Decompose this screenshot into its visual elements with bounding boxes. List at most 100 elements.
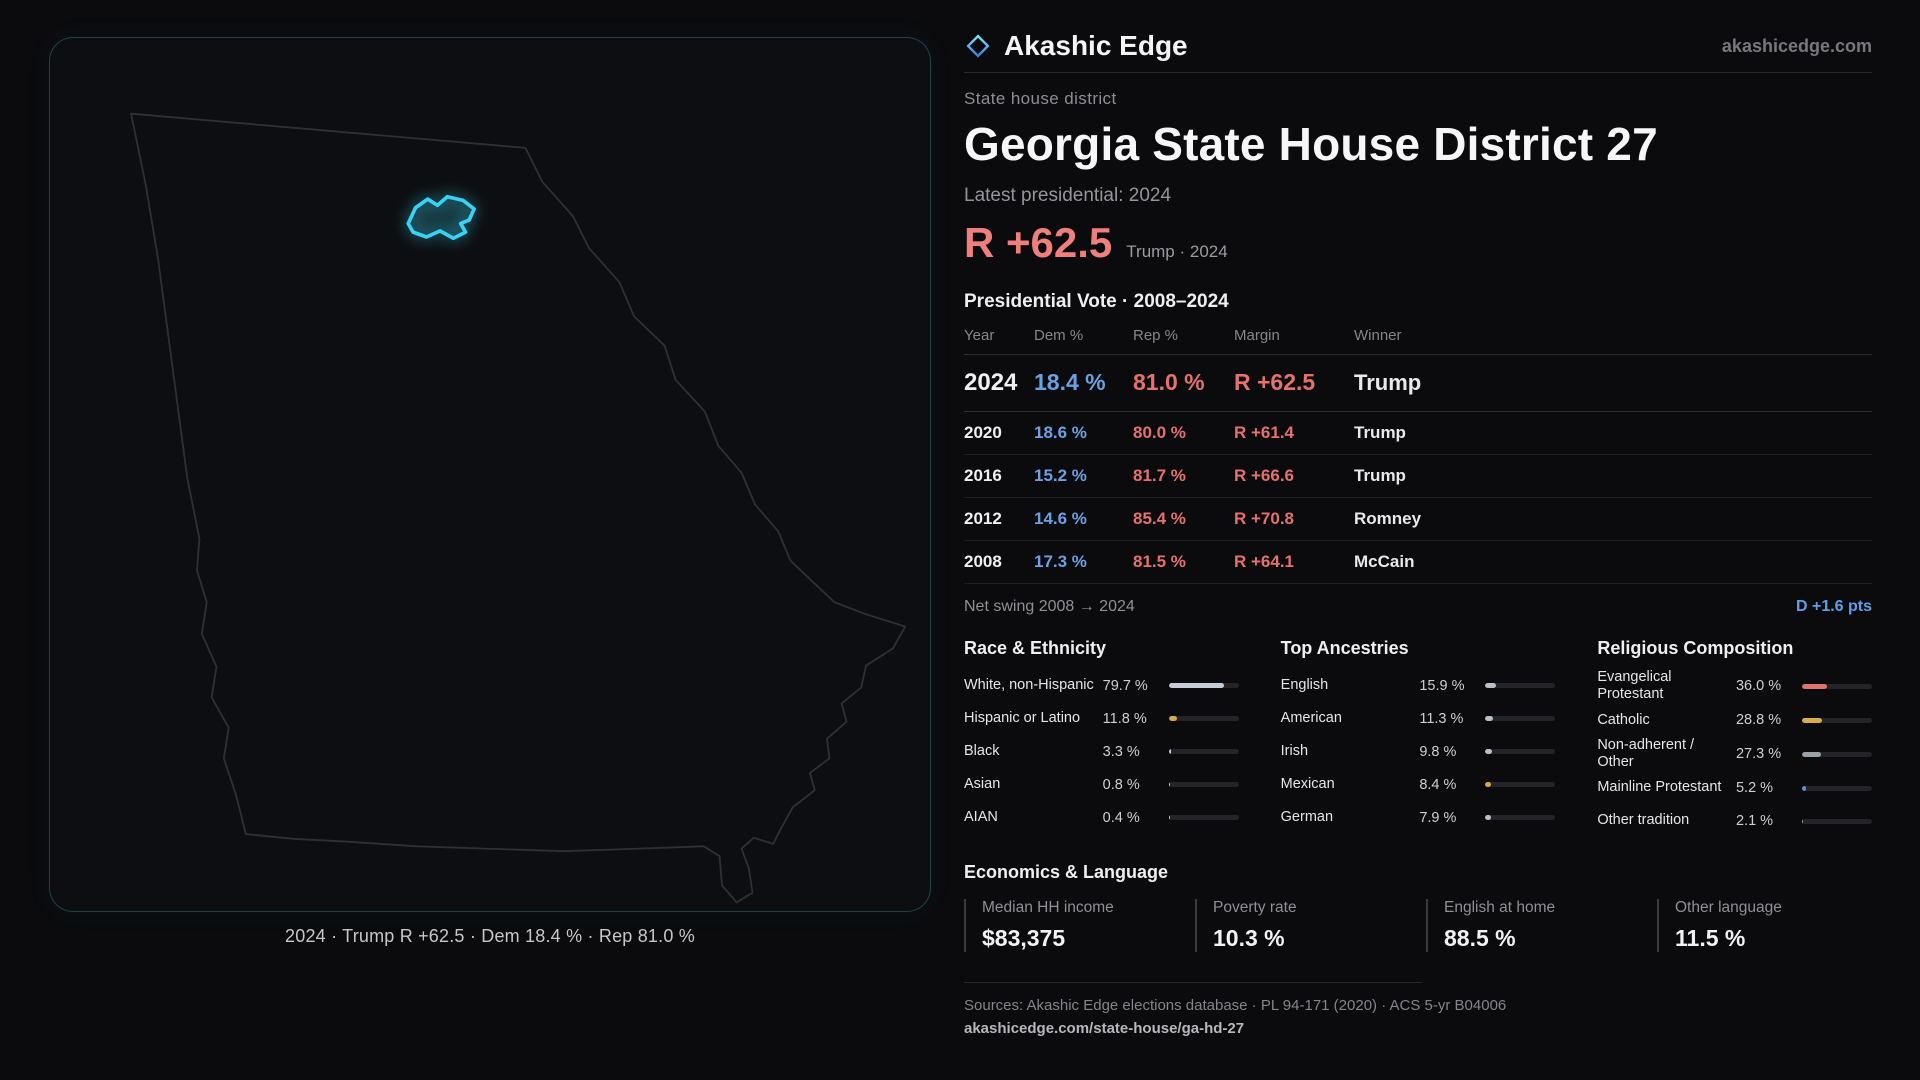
vote-dem: 18.6 % <box>1034 423 1087 442</box>
vote-year: 2024 <box>964 369 1018 396</box>
ancestry-bar-track <box>1485 782 1556 787</box>
col-dem: Dem % <box>1034 327 1084 344</box>
religion-bar-fill <box>1801 683 1828 689</box>
permalink[interactable]: akashicedge.com/state-house/ga-hd-27 <box>964 1019 1245 1037</box>
religion-bar-fill <box>1801 818 1804 824</box>
vote-winner: Trump <box>1354 466 1406 485</box>
race-item: Black 3.3 % <box>964 735 1239 768</box>
ancestry-label: Irish <box>1280 742 1309 759</box>
margin-context: Trump · 2024 <box>1126 242 1228 261</box>
religion-value: 27.3 % <box>1735 746 1782 763</box>
ancestry-value: 11.3 % <box>1419 710 1464 727</box>
ancestry-bar-track <box>1485 683 1556 688</box>
stat-item: Poverty rate 10.3 % <box>1195 898 1410 952</box>
religion-label: Non-adherent / Other <box>1597 736 1695 771</box>
race-bar-track <box>1168 683 1239 688</box>
economics-title: Economics & Language <box>964 861 1169 882</box>
vote-margin: R +64.1 <box>1234 552 1295 571</box>
stat-value: 11.5 % <box>1675 924 1746 951</box>
vote-dem: 18.4 % <box>1034 369 1106 395</box>
georgia-outline <box>130 112 907 904</box>
religion-bar-track <box>1801 717 1872 723</box>
district-shape[interactable] <box>406 194 476 241</box>
brand-domain-link[interactable]: akashicedge.com <box>1721 35 1872 56</box>
vote-winner: Trump <box>1354 423 1406 442</box>
headline-margin: R +62.5 Trump · 2024 <box>964 219 1872 267</box>
race-value: 79.7 % <box>1102 677 1148 694</box>
footer-divider <box>964 981 1422 983</box>
net-swing-value: D +1.6 pts <box>1795 598 1872 615</box>
map-panel <box>49 37 931 912</box>
religion-bar-fill <box>1801 717 1823 723</box>
ancestry-value: 7.9 % <box>1419 809 1457 826</box>
religion-item: Evangelical Protestant 36.0 % <box>1597 669 1872 704</box>
religion-value: 28.8 % <box>1735 712 1782 729</box>
religion-title: Religious Composition <box>1597 638 1794 658</box>
stat-label: Poverty rate <box>1213 898 1297 916</box>
vote-dem: 14.6 % <box>1034 509 1087 528</box>
ancestry-item: American 11.3 % <box>1281 702 1556 735</box>
ancestry-item: English 15.9 % <box>1281 669 1556 702</box>
race-item: Asian 0.8 % <box>964 768 1239 801</box>
ancestry-item: Irish 9.8 % <box>1281 735 1556 768</box>
race-value: 0.4 % <box>1102 809 1140 826</box>
religion-label: Evangelical Protestant <box>1597 669 1672 703</box>
religion-value: 36.0 % <box>1735 678 1782 695</box>
ancestry-value: 9.8 % <box>1419 743 1457 760</box>
brand-header: Akashic Edge akashicedge.com <box>964 30 1872 73</box>
religion-value: 5.2 % <box>1735 780 1774 797</box>
ancestry-bar-fill <box>1485 815 1491 820</box>
ancestry-bar-track <box>1485 815 1556 820</box>
economics-stats: Median HH income $83,375 Poverty rate 10… <box>964 898 1872 952</box>
ancestry-bar-track <box>1485 749 1556 754</box>
vote-table-body: 2024 18.4 % 81.0 % R +62.5 Trump 2020 18… <box>964 355 1872 584</box>
ancestries-title: Top Ancestries <box>1280 638 1409 658</box>
vote-margin: R +70.8 <box>1234 509 1295 528</box>
vote-dem: 15.2 % <box>1034 466 1087 485</box>
latest-presidential-label: Latest presidential: 2024 <box>964 185 1172 206</box>
vote-row: 2024 18.4 % 81.0 % R +62.5 Trump <box>964 355 1872 412</box>
race-bar-fill <box>1168 815 1171 820</box>
race-bar-fill <box>1168 782 1171 787</box>
vote-rep: 81.7 % <box>1133 466 1186 485</box>
vote-table-header: Year Dem % Rep % Margin Winner <box>964 327 1872 355</box>
religion-bar-track <box>1801 683 1872 689</box>
race-bar-fill <box>1168 749 1171 754</box>
ancestry-item: German 7.9 % <box>1281 801 1556 834</box>
ancestry-bar-fill <box>1485 749 1493 754</box>
district-type-label: State house district <box>964 89 1117 108</box>
net-swing-label: Net swing 2008 → 2024 <box>964 598 1135 615</box>
stat-item: Median HH income $83,375 <box>964 898 1179 952</box>
race-label: Black <box>964 742 1000 759</box>
race-label: Hispanic or Latino <box>964 709 1081 726</box>
sources-line: Sources: Akashic Edge elections database… <box>964 996 1507 1014</box>
race-bar-track <box>1168 749 1239 754</box>
race-value: 0.8 % <box>1102 776 1140 793</box>
ancestry-bar-fill <box>1485 782 1492 787</box>
race-ethnicity-column: Race & Ethnicity White, non-Hispanic 79.… <box>964 638 1239 838</box>
vote-margin: R +62.5 <box>1234 369 1316 395</box>
vote-rep: 81.0 % <box>1133 369 1205 395</box>
ancestry-label: English <box>1280 676 1329 693</box>
ancestry-item: Mexican 8.4 % <box>1281 768 1556 801</box>
race-ethnicity-title: Race & Ethnicity <box>964 638 1107 658</box>
page-title: Georgia State House District 27 <box>964 118 1658 170</box>
ancestries-column: Top Ancestries English 15.9 % American 1… <box>1281 638 1556 838</box>
col-year: Year <box>964 327 995 344</box>
race-bar-fill <box>1168 683 1225 688</box>
vote-dem: 17.3 % <box>1034 552 1087 571</box>
stat-label: Other language <box>1675 898 1782 916</box>
race-bar-fill <box>1168 716 1177 721</box>
race-item: White, non-Hispanic 79.7 % <box>964 669 1239 702</box>
stat-label: English at home <box>1444 898 1556 916</box>
vote-margin: R +66.6 <box>1234 466 1295 485</box>
race-label: White, non-Hispanic <box>964 676 1094 693</box>
religion-item: Catholic 28.8 % <box>1597 704 1872 737</box>
vote-row: 2016 15.2 % 81.7 % R +66.6 Trump <box>964 455 1872 498</box>
vote-year: 2012 <box>964 509 1002 528</box>
stat-item: English at home 88.5 % <box>1426 898 1641 952</box>
religion-label: Other tradition <box>1597 812 1690 829</box>
race-value: 11.8 % <box>1102 710 1147 727</box>
religion-label: Catholic <box>1597 711 1650 728</box>
